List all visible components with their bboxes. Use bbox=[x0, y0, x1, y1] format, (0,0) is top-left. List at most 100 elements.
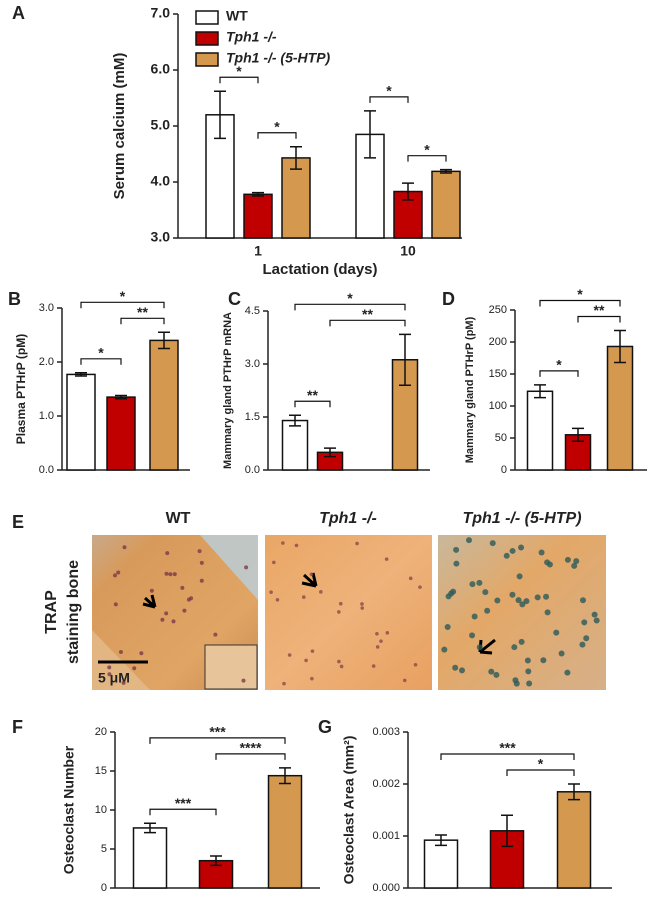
error-bar bbox=[402, 182, 414, 201]
micrograph bbox=[265, 535, 432, 690]
cell-dot bbox=[573, 558, 580, 565]
error-bar bbox=[115, 394, 127, 400]
cell-dot bbox=[132, 666, 137, 671]
cell-dot bbox=[459, 667, 466, 674]
cell-dot bbox=[107, 665, 112, 670]
panel-letter: B bbox=[8, 289, 21, 309]
significance-label: * bbox=[577, 286, 583, 302]
cell-dot bbox=[525, 668, 532, 675]
cell-dot bbox=[523, 598, 530, 605]
cell-dot bbox=[165, 551, 170, 556]
cell-dot bbox=[281, 541, 285, 545]
error-bar bbox=[572, 427, 584, 442]
panel-letter: F bbox=[12, 717, 23, 737]
cell-dot bbox=[471, 613, 478, 620]
y-axis-label: Osteoclast Number bbox=[61, 745, 77, 874]
error-bar bbox=[435, 834, 447, 847]
y-axis-label: Mammary gland PTHrP (pM) bbox=[464, 316, 476, 463]
significance-bracket bbox=[294, 400, 331, 408]
y-tick-label: 7.0 bbox=[151, 5, 171, 21]
error-bar bbox=[289, 414, 301, 427]
bar bbox=[243, 193, 273, 239]
significance-label: * bbox=[424, 141, 430, 157]
cell-dot bbox=[476, 579, 483, 586]
x-tick-label: 10 bbox=[400, 243, 416, 259]
cell-dot bbox=[526, 680, 533, 687]
y-tick-label: 0.0 bbox=[245, 464, 260, 476]
cell-dot bbox=[282, 681, 286, 686]
error-bar bbox=[568, 783, 580, 801]
significance-label: * bbox=[556, 357, 562, 373]
cell-dot bbox=[319, 590, 323, 594]
cell-dot bbox=[241, 678, 246, 683]
cell-dot bbox=[402, 678, 407, 683]
cell-dot bbox=[519, 601, 526, 608]
y-tick-label: 0.002 bbox=[372, 778, 400, 790]
cell-dot bbox=[515, 597, 522, 604]
cell-dot bbox=[197, 549, 202, 554]
x-tick-label: 1 bbox=[254, 243, 262, 259]
cell-dot bbox=[113, 573, 118, 578]
cell-dot bbox=[269, 590, 273, 594]
cell-dot bbox=[509, 591, 516, 598]
cell-dot bbox=[301, 595, 306, 599]
cell-dot bbox=[518, 638, 525, 645]
cell-dot bbox=[489, 540, 496, 547]
y-tick-label: 0 bbox=[101, 882, 107, 894]
error-bar bbox=[364, 110, 376, 159]
error-bar bbox=[252, 191, 264, 197]
y-tick-label: 20 bbox=[95, 726, 107, 738]
significance-label: * bbox=[274, 118, 280, 134]
bar bbox=[606, 345, 634, 471]
cell-dot bbox=[482, 589, 489, 596]
x-axis-label: Lactation (days) bbox=[262, 261, 377, 278]
cell-dot bbox=[172, 572, 177, 577]
cell-dot bbox=[469, 632, 476, 639]
bar bbox=[66, 373, 96, 471]
cell-dot bbox=[275, 597, 280, 602]
legend-swatch bbox=[195, 10, 219, 25]
cell-dot bbox=[304, 658, 308, 663]
y-tick-label: 5.0 bbox=[151, 117, 171, 133]
cell-dot bbox=[294, 543, 299, 548]
panel-letter: A bbox=[12, 3, 25, 23]
cell-dot bbox=[540, 657, 547, 664]
y-tick-label: 4.0 bbox=[151, 173, 171, 189]
y-axis-label: Plasma PTHrP (pM) bbox=[14, 334, 28, 444]
cell-dot bbox=[310, 649, 315, 653]
cell-dot bbox=[122, 545, 127, 550]
cell-dot bbox=[121, 680, 126, 685]
significance-bracket bbox=[506, 769, 575, 776]
significance-bracket bbox=[407, 155, 447, 162]
inset bbox=[204, 644, 258, 690]
bar bbox=[132, 827, 168, 889]
cell-dot bbox=[287, 653, 292, 657]
cell-dot bbox=[384, 557, 389, 561]
cell-dot bbox=[466, 537, 473, 544]
significance-label: * bbox=[236, 63, 242, 79]
y-tick-label: 0.0 bbox=[39, 464, 54, 476]
cell-dot bbox=[310, 676, 314, 681]
panel-letter: E bbox=[12, 512, 24, 532]
cell-dot bbox=[375, 631, 379, 636]
significance-label: * bbox=[98, 345, 104, 361]
y-tick-label: 0.000 bbox=[372, 882, 400, 894]
cell-dot bbox=[534, 594, 541, 601]
side-label: TRAP bbox=[43, 590, 60, 634]
cell-dot bbox=[199, 578, 204, 583]
bar bbox=[281, 157, 311, 239]
cell-dot bbox=[476, 644, 483, 651]
significance-label: ** bbox=[594, 302, 605, 318]
cell-dot bbox=[337, 610, 341, 614]
image-title: Tph1 -/- bbox=[319, 510, 377, 527]
cell-dot bbox=[509, 547, 516, 554]
significance-bracket bbox=[120, 317, 165, 325]
error-bar bbox=[614, 329, 626, 364]
cell-dot bbox=[445, 593, 452, 600]
y-tick-label: 50 bbox=[495, 432, 507, 444]
cell-dot bbox=[452, 664, 459, 671]
significance-bracket bbox=[80, 358, 122, 365]
significance-label: ** bbox=[137, 304, 148, 320]
scale-label: 5 μM bbox=[98, 670, 130, 686]
significance-bracket bbox=[149, 737, 286, 744]
